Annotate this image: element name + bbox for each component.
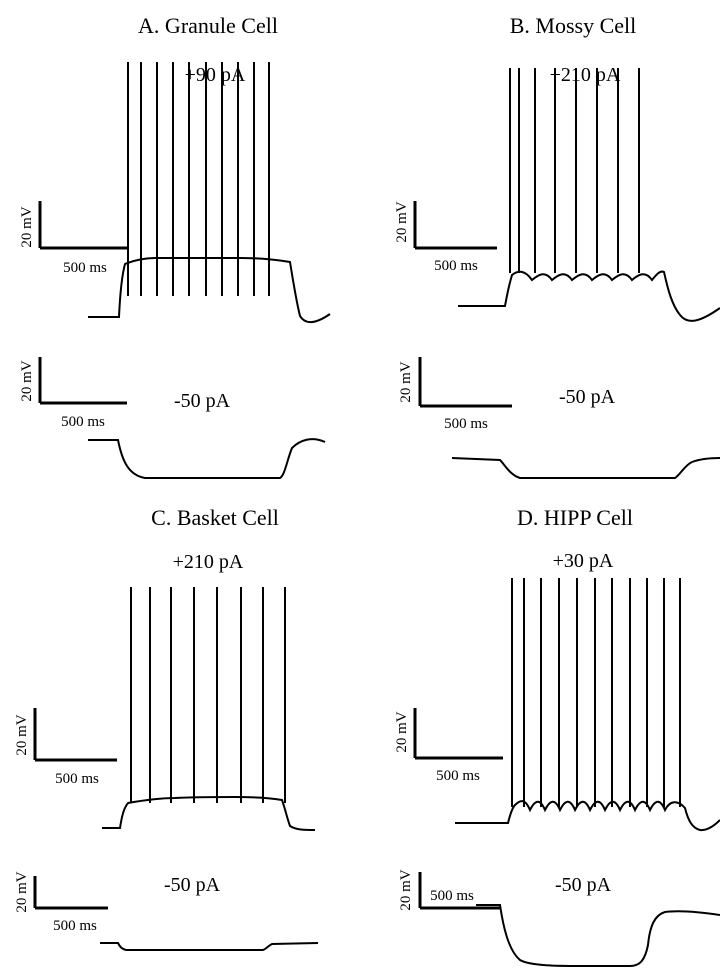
panel-b-scale-ms-2: 500 ms bbox=[444, 416, 488, 432]
panel-c-current-depol: +210 pA bbox=[173, 551, 244, 573]
panel-c-trace-hyper bbox=[100, 942, 319, 951]
panel-d-scale-bar-depol: 20 mV 500 ms bbox=[394, 708, 503, 784]
panel-c-scale-mv-2: 20 mV bbox=[14, 871, 30, 912]
panel-b-trace-depol bbox=[458, 270, 720, 322]
panel-c-scale-bar-hyper: 20 mV 500 ms bbox=[14, 871, 108, 934]
panel-d-title: D. HIPP Cell bbox=[517, 505, 633, 530]
panel-d-current-hyper: -50 pA bbox=[555, 874, 612, 896]
panel-d-trace-depol bbox=[455, 800, 720, 832]
panel-a-scale-ms: 500 ms bbox=[63, 260, 107, 276]
panel-d-trace-hyper bbox=[476, 904, 720, 967]
panel-a-scale-bar-depol: 20 mV 500 ms bbox=[19, 201, 127, 276]
panel-a-scale-bar-hyper: 20 mV 500 ms bbox=[19, 357, 127, 430]
panel-a-trace-hyper bbox=[88, 438, 326, 479]
panel-d-scale-ms-2: 500 ms bbox=[430, 888, 474, 904]
panel-c-trace-depol bbox=[102, 795, 316, 831]
panel-b-scale-bar-depol: 20 mV 500 ms bbox=[394, 201, 497, 274]
panel-b-title: B. Mossy Cell bbox=[510, 13, 637, 38]
panel-d-scale-ms: 500 ms bbox=[436, 768, 480, 784]
panel-c-scale-mv: 20 mV bbox=[14, 714, 30, 755]
panel-b-current-depol: +210 pA bbox=[550, 64, 621, 86]
panel-b-scale-mv-2: 20 mV bbox=[398, 361, 414, 402]
panel-a-scale-ms-2: 500 ms bbox=[61, 414, 105, 430]
panel-b-spikes bbox=[509, 68, 640, 273]
panel-a-current-hyper: -50 pA bbox=[174, 390, 231, 412]
panel-c-scale-ms-2: 500 ms bbox=[53, 918, 97, 934]
panel-a-current-depol: +90 pA bbox=[185, 64, 246, 86]
panel-b-trace-hyper bbox=[451, 457, 720, 479]
panel-b-scale-mv: 20 mV bbox=[394, 201, 410, 242]
panel-c-current-hyper: -50 pA bbox=[164, 874, 221, 896]
panel-b-scale-bar-hyper: 20 mV 500 ms bbox=[398, 357, 512, 432]
panel-a-scale-mv: 20 mV bbox=[19, 206, 35, 247]
panel-c-title: C. Basket Cell bbox=[151, 505, 279, 530]
panel-c-scale-bar-depol: 20 mV 500 ms bbox=[14, 708, 117, 787]
panel-a-spikes bbox=[127, 62, 270, 296]
panel-d-scale-mv: 20 mV bbox=[394, 711, 410, 752]
panel-a-title: A. Granule Cell bbox=[138, 13, 278, 38]
panel-b-scale-ms: 500 ms bbox=[434, 258, 478, 274]
panel-d-current-depol: +30 pA bbox=[553, 550, 614, 572]
panel-d: D. HIPP Cell +30 pA 20 mV 500 ms 20 mV bbox=[394, 505, 720, 967]
panel-b-current-hyper: -50 pA bbox=[559, 386, 616, 408]
panel-d-scale-bar-hyper: 20 mV 500 ms bbox=[398, 869, 500, 911]
panel-c: C. Basket Cell +210 pA 20 mV 500 ms 20 m… bbox=[14, 505, 319, 951]
panel-d-scale-mv-2: 20 mV bbox=[398, 869, 414, 910]
panel-a-trace-depol bbox=[88, 256, 331, 324]
panel-a-scale-mv-2: 20 mV bbox=[19, 360, 35, 401]
panel-d-spikes bbox=[511, 578, 681, 807]
panel-a: A. Granule Cell +90 pA 20 mV 500 ms 20 m… bbox=[19, 13, 331, 479]
panel-c-scale-ms: 500 ms bbox=[55, 771, 99, 787]
panel-c-spikes bbox=[130, 587, 286, 803]
panel-b: B. Mossy Cell +210 pA 20 mV 500 ms 20 mV… bbox=[394, 13, 720, 479]
